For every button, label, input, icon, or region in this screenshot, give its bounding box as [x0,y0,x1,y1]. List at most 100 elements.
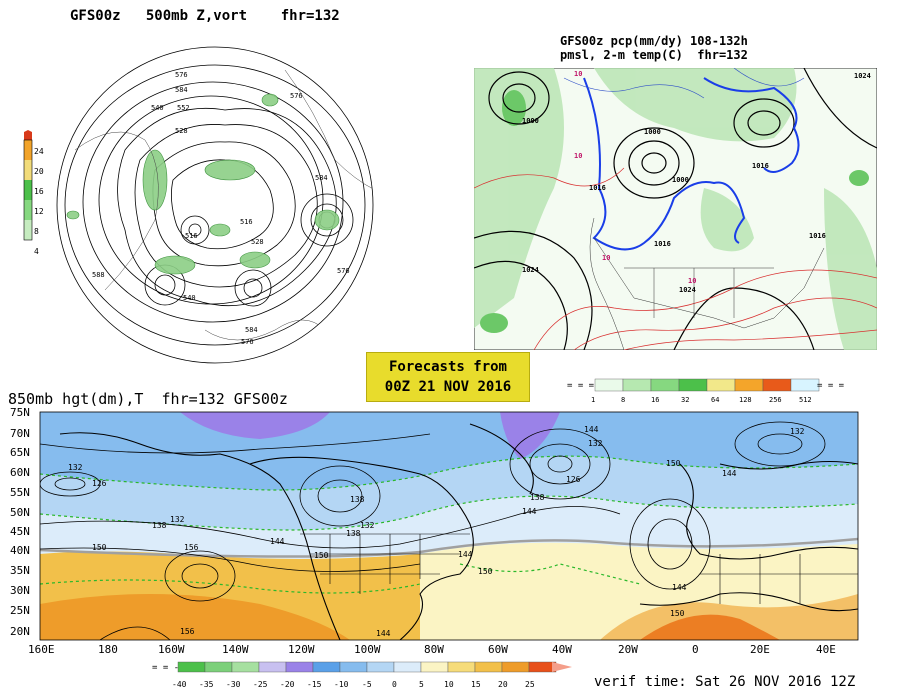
height-contour [134,124,318,288]
temp-tick: -30 [226,680,241,689]
temp-contour [474,167,625,189]
coastline [204,319,326,341]
badge-line2: 00Z 21 NOV 2016 [384,379,512,395]
temp-contour [573,297,877,350]
precip-tick: 32 [681,396,689,404]
temp-legend-arrow-right [552,662,572,672]
lat-label: 50N [10,506,30,519]
height-contour [300,193,354,247]
height-contour [234,269,272,307]
coastline [719,460,858,470]
temp-legend-bin [366,661,395,673]
precip-area [700,188,754,252]
isobar [474,230,593,350]
lon-label: 60W [488,643,508,654]
precip-legend-bin [594,378,624,392]
contour-label: 528 [175,127,188,135]
panel-pmsl-title-line1: GFS00z pcp(mm/dy) 108-132h [560,34,748,48]
height-label: 132 [790,427,805,436]
temp-tick: 0 [392,680,397,689]
temp-legend-bin [474,661,503,673]
lat-label: 30N [10,584,30,597]
contour-label: 576 [337,267,350,275]
country-border [719,554,801,604]
contour-label: 576 [241,338,254,346]
temp-legend-bin [447,661,476,673]
temp-tick: 25 [525,680,535,689]
temp-label: 10 [688,277,696,285]
height-contour [181,563,219,589]
isobar-label: 1016 [809,232,826,240]
precip-area [594,68,797,142]
lon-label: 180 [98,643,118,654]
isobar-label: 1016 [752,162,769,170]
precip-legend-bin [622,378,652,392]
height-contour [154,274,176,296]
state-border [310,553,460,575]
isobar-label: 1000 [522,117,539,125]
legend-arrow-left: = = = [567,381,595,391]
lon-label: 120W [288,643,315,654]
colorbar-bin-16 [24,160,32,180]
height-label: 150 [666,459,681,468]
height-label: 138 [350,495,365,504]
height-contour [82,81,344,323]
height-label: 138 [152,521,167,530]
temp-tick: -20 [280,680,295,689]
height-label: 132 [68,463,83,472]
lon-label: 20E [750,643,770,654]
height-label: 144 [722,469,737,478]
height-contour [547,455,573,473]
height-label: 132 [588,439,603,448]
precip-tick: 16 [651,396,659,404]
temp-band-warmer [600,594,858,640]
vorticity-shading [209,223,231,237]
height-contour [54,477,86,491]
cbar-tick-8: 8 [34,227,39,236]
colorbar-bin-4 [24,220,32,240]
lon-label: 140W [222,643,249,654]
isobar [641,152,667,174]
temp-legend-bin [393,661,422,673]
lat-label: 65N [10,446,30,459]
lon-label: 40W [552,643,572,654]
height-label: 144 [522,507,537,516]
precip-area [824,188,877,350]
height-contour [64,64,366,346]
lon-label: 20W [618,643,638,654]
height-label: 156 [184,543,199,552]
temp-label: 10 [574,152,582,160]
temp-tick: -40 [172,680,187,689]
height-label: 150 [92,543,107,552]
height-label: 126 [566,475,581,484]
contour-label: 588 [92,271,105,279]
contour-label: 516 [240,218,253,226]
coastline [284,69,373,191]
height-label: 132 [360,521,375,530]
temp-legend-bin [528,661,557,673]
legend-arrow-right: = = = [817,381,845,391]
precip-area [474,68,564,328]
height-contour [509,428,611,500]
temp-legend-bin [177,661,206,673]
cbar-tick-20: 20 [34,167,44,176]
height-label: 150 [670,609,685,618]
precip-legend-bin [650,378,680,392]
panel-pmsl-title-line2: pmsl, 2-m temp(C) fhr=132 [560,48,748,62]
zero-isotherm [40,537,858,558]
temp-legend-bin [285,661,314,673]
precip-tick: 1 [591,396,595,404]
height-contour [40,471,101,497]
coastline [589,217,625,350]
height-label: 126 [92,479,107,488]
temp-tick: 10 [444,680,454,689]
cbar-tick-24: 24 [34,147,44,156]
height-contour [117,107,337,307]
contour-label: 528 [251,238,264,246]
contour-label: 540 [151,104,164,112]
lon-label: 160E [28,643,55,654]
temp-tick: -10 [334,680,349,689]
height-contour [299,465,381,527]
height-contour [40,506,621,549]
temp-band-coldest [180,412,330,439]
